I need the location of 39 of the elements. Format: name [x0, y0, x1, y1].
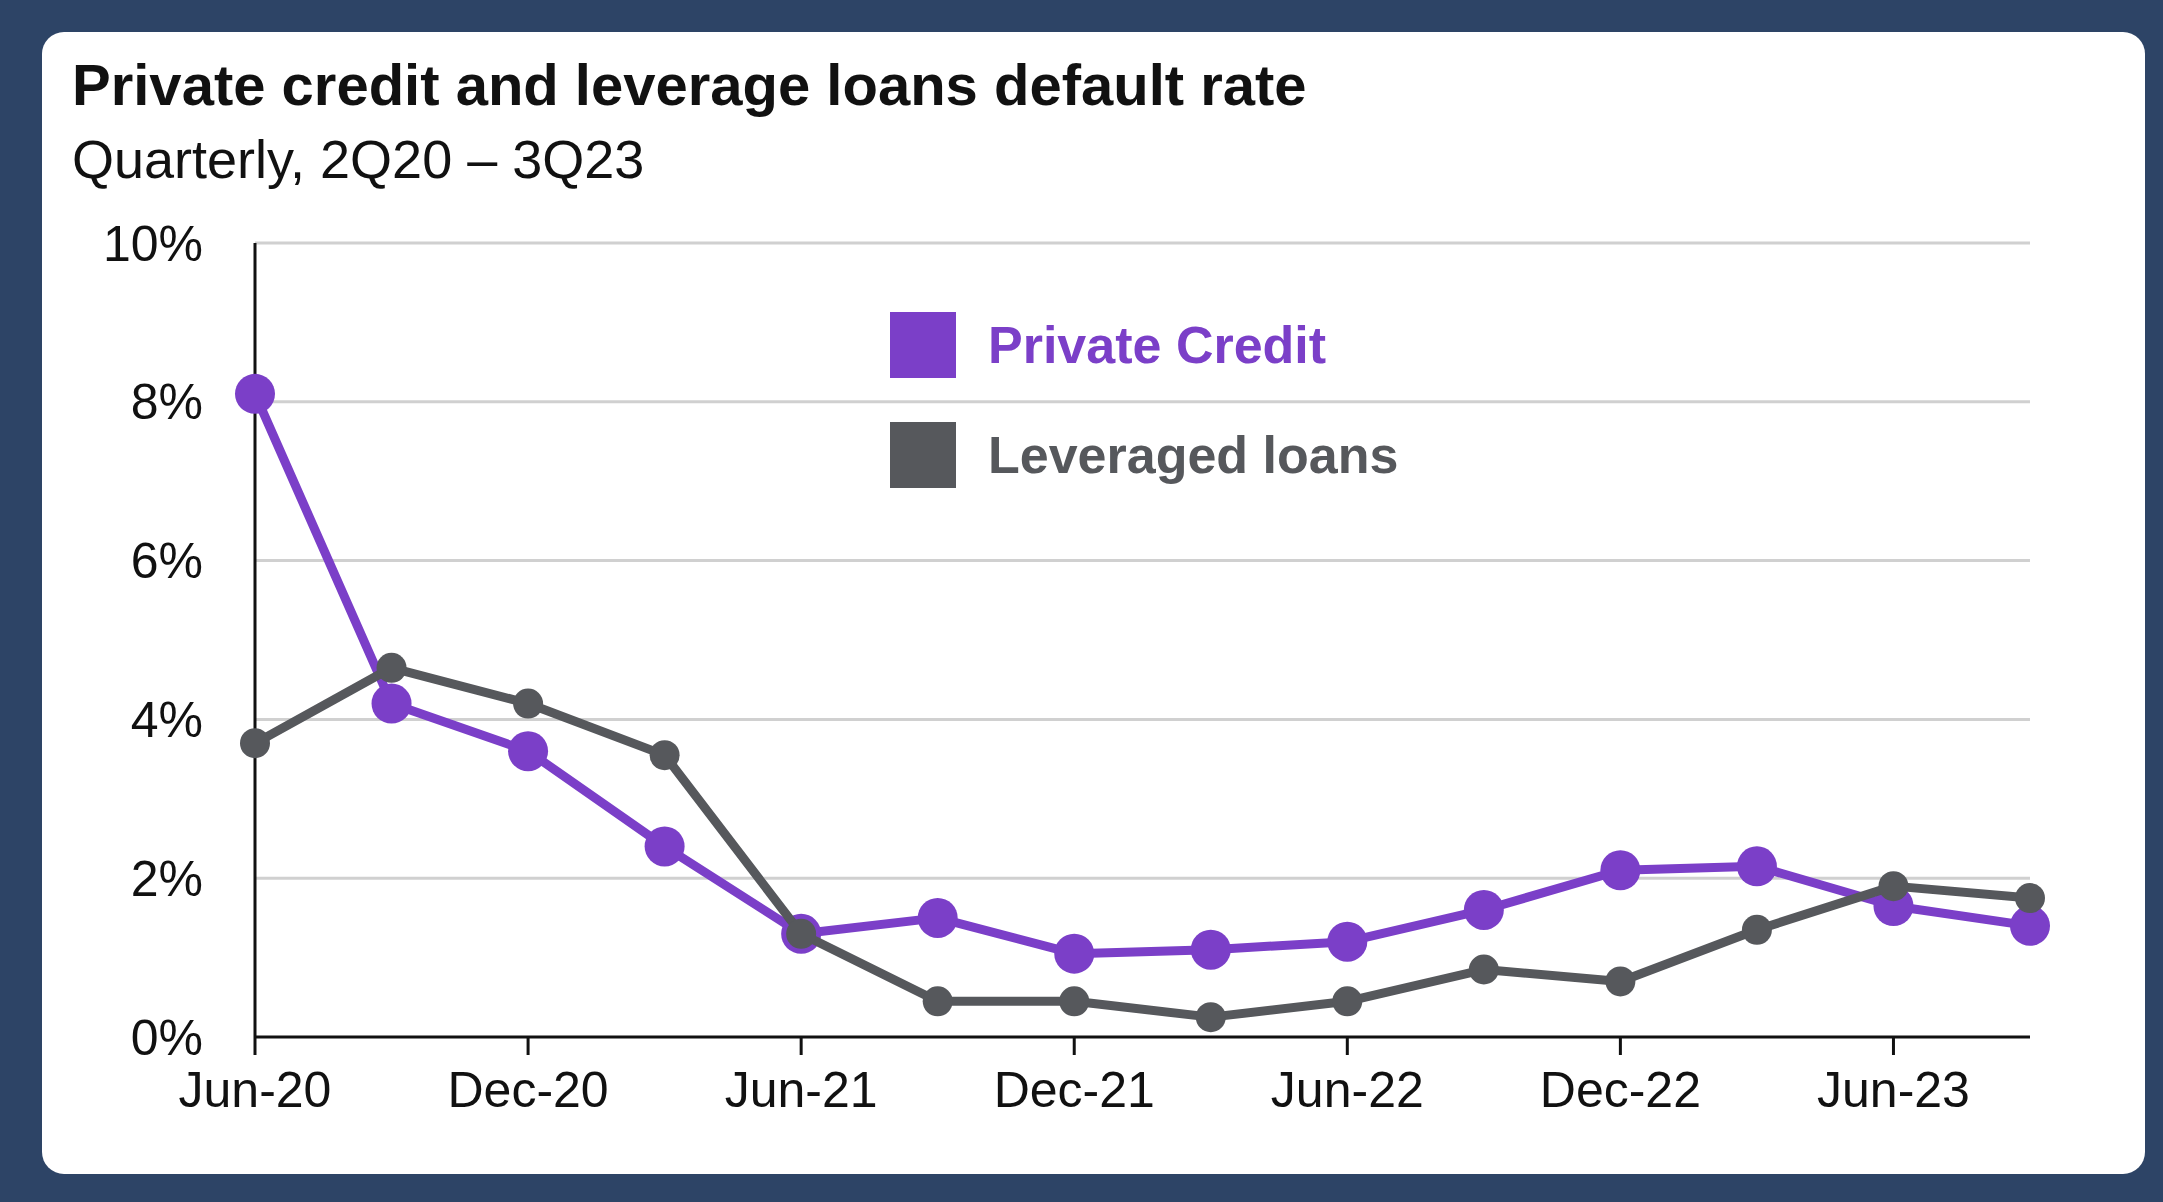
point [513, 688, 544, 719]
point [644, 826, 685, 867]
point [1605, 966, 1636, 997]
point [922, 986, 953, 1017]
point [508, 731, 549, 772]
point [1878, 871, 1909, 902]
point [1463, 889, 1504, 930]
point [1600, 850, 1641, 891]
x-tick-label: Dec-22 [1539, 1062, 1701, 1118]
chart-title: Private credit and leverage loans default rate [72, 52, 1307, 117]
point [1190, 929, 1231, 970]
point [917, 897, 958, 938]
point [1736, 846, 1777, 887]
point [240, 728, 270, 759]
legend-label: Private Credit [988, 316, 1327, 375]
x-tick-label: Jun-23 [1817, 1062, 1970, 1118]
x-tick-label: Dec-21 [993, 1062, 1155, 1118]
y-tick-label: 2% [130, 850, 203, 907]
point [376, 652, 407, 683]
point [1741, 914, 1772, 945]
point [1195, 1002, 1226, 1033]
chart-subtitle: Quarterly, 2Q20 – 3Q23 [72, 129, 645, 189]
x-tick-label: Dec-20 [447, 1062, 609, 1118]
point [649, 740, 680, 771]
x-tick-label: Jun-21 [724, 1062, 878, 1118]
x-tick-label: Jun-22 [1270, 1062, 1424, 1118]
legend-label: Leveraged loans [988, 426, 1399, 485]
y-tick-label: 6% [130, 533, 203, 590]
point [1054, 933, 1095, 974]
y-tick-label: 4% [130, 691, 203, 748]
point [371, 683, 412, 724]
y-tick-label: 8% [130, 374, 203, 431]
point [235, 373, 275, 414]
point [2015, 883, 2045, 914]
point [1468, 954, 1499, 985]
y-tick-label: 10% [102, 215, 203, 272]
point [1327, 921, 1368, 962]
point [1332, 986, 1363, 1017]
point [1059, 986, 1090, 1017]
